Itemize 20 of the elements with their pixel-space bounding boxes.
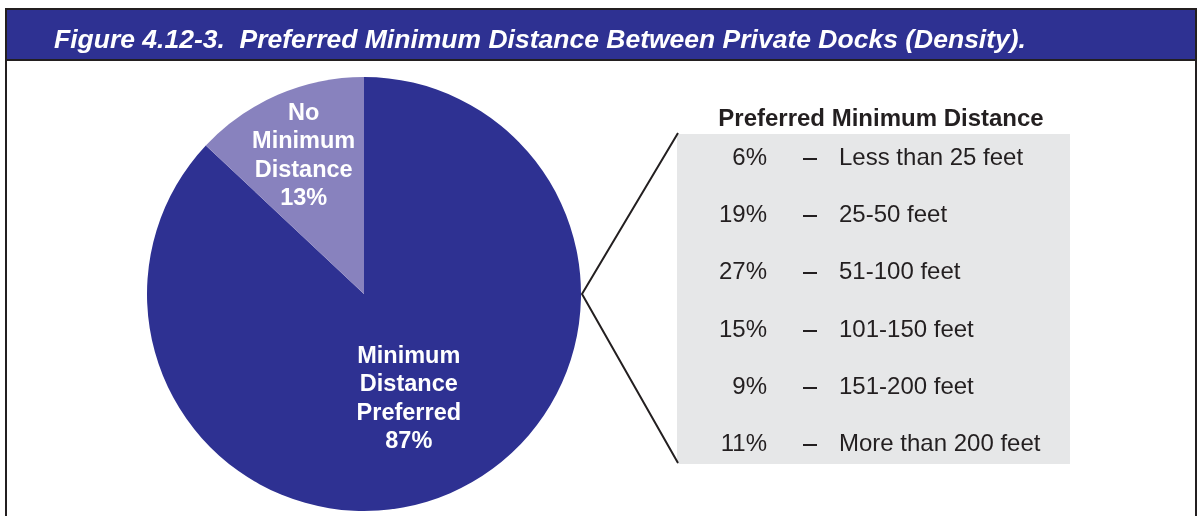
category-label: 51-100 feet xyxy=(839,257,961,286)
slice-label: Minimum Distance Preferred xyxy=(356,341,462,425)
category-label: Less than 25 feet xyxy=(839,143,1024,171)
data-label: 87% xyxy=(385,427,433,454)
category-label: 25-50 feet xyxy=(839,200,948,229)
text: 15% xyxy=(718,314,767,342)
data-label: 13% xyxy=(280,184,328,211)
category-label: 151-200 feet xyxy=(839,371,974,400)
text: 9% xyxy=(732,371,767,399)
title-banner: Figure 4.12-3. Preferred Minimum Distance Between Private Docks (Density). xyxy=(7,10,1195,61)
text: 6% xyxy=(732,143,767,170)
category-label: 101-150 feet xyxy=(839,314,974,343)
text: 19% xyxy=(718,200,767,228)
text: 27% xyxy=(718,257,767,285)
chart-title: Figure 4.12-3. Preferred Minimum Distance Between Private Docks (Density). xyxy=(54,24,1026,54)
text: Preferred Minimum Distance xyxy=(717,104,1045,132)
category-label: More than 200 feet xyxy=(839,429,1041,457)
pie-slice xyxy=(147,77,581,511)
text: 11% xyxy=(720,429,767,456)
slice-label: No Minimum Distance xyxy=(252,98,356,182)
